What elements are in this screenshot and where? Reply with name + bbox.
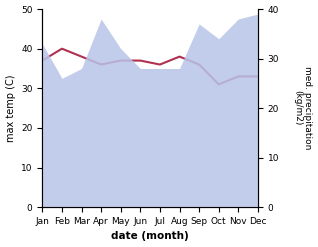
Y-axis label: max temp (C): max temp (C) xyxy=(5,74,16,142)
Y-axis label: med. precipitation
(kg/m2): med. precipitation (kg/m2) xyxy=(293,66,313,150)
X-axis label: date (month): date (month) xyxy=(111,231,189,242)
